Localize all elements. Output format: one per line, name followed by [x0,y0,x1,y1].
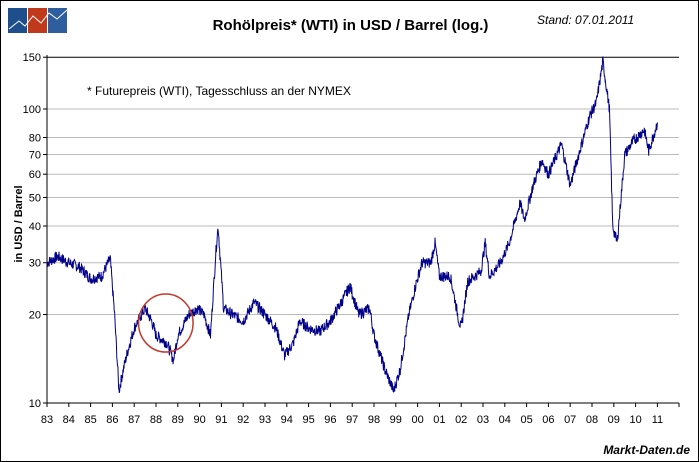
x-tick-label: 86 [106,414,118,426]
x-tick-label: 87 [128,414,140,426]
y-tick-label: 100 [23,104,41,116]
source-label: Markt-Daten.de [603,443,690,457]
x-tick-label: 93 [259,414,271,426]
chart-title: Rohölpreis* (WTI) in USD / Barrel (log.) [212,17,489,34]
footnote: * Futurepreis (WTI), Tagesschluss an der… [87,84,351,98]
x-tick-label: 83 [41,414,53,426]
x-tick-label: 03 [477,414,489,426]
x-tick-label: 95 [302,414,314,426]
x-tick-label: 97 [346,414,358,426]
y-tick-label: 60 [29,169,41,181]
x-tick-label: 10 [629,414,641,426]
x-tick-label: 94 [281,414,293,426]
x-tick-label: 04 [499,414,511,426]
x-tick-label: 92 [237,414,249,426]
x-tick-label: 90 [193,414,205,426]
y-axis-label: in USD / Barrel [13,185,25,263]
logo-block-1 [8,8,27,33]
y-tick-label: 70 [29,150,41,162]
y-tick-label: 80 [29,132,41,144]
x-tick-label: 84 [63,414,75,426]
x-tick-label: 07 [564,414,576,426]
x-tick-label: 99 [390,414,402,426]
y-tick-label: 40 [29,221,41,233]
date-label: Stand: 07.01.2011 [537,13,635,27]
x-tick-label: 02 [455,414,467,426]
x-tick-label: 88 [150,414,162,426]
y-tick-label: 10 [29,398,41,410]
y-tick-label: 30 [29,258,41,270]
x-tick-label: 89 [172,414,184,426]
x-tick-label: 08 [586,414,598,426]
x-tick-label: 91 [215,414,227,426]
wti-price-line [46,56,658,393]
x-tick-label: 05 [520,414,532,426]
x-tick-label: 96 [324,414,336,426]
x-tick-label: 85 [84,414,96,426]
x-tick-label: 01 [433,414,445,426]
highlight-ellipse [137,293,194,353]
x-tick-label: 11 [652,414,663,426]
y-tick-label: 150 [23,52,41,64]
x-tick-label: 09 [608,414,620,426]
x-tick-label: 00 [411,414,423,426]
logo-line [8,9,68,30]
y-tick-label: 20 [29,309,41,321]
x-tick-label: 06 [542,414,554,426]
x-tick-label: 98 [368,414,380,426]
y-tick-label: 50 [29,193,41,205]
